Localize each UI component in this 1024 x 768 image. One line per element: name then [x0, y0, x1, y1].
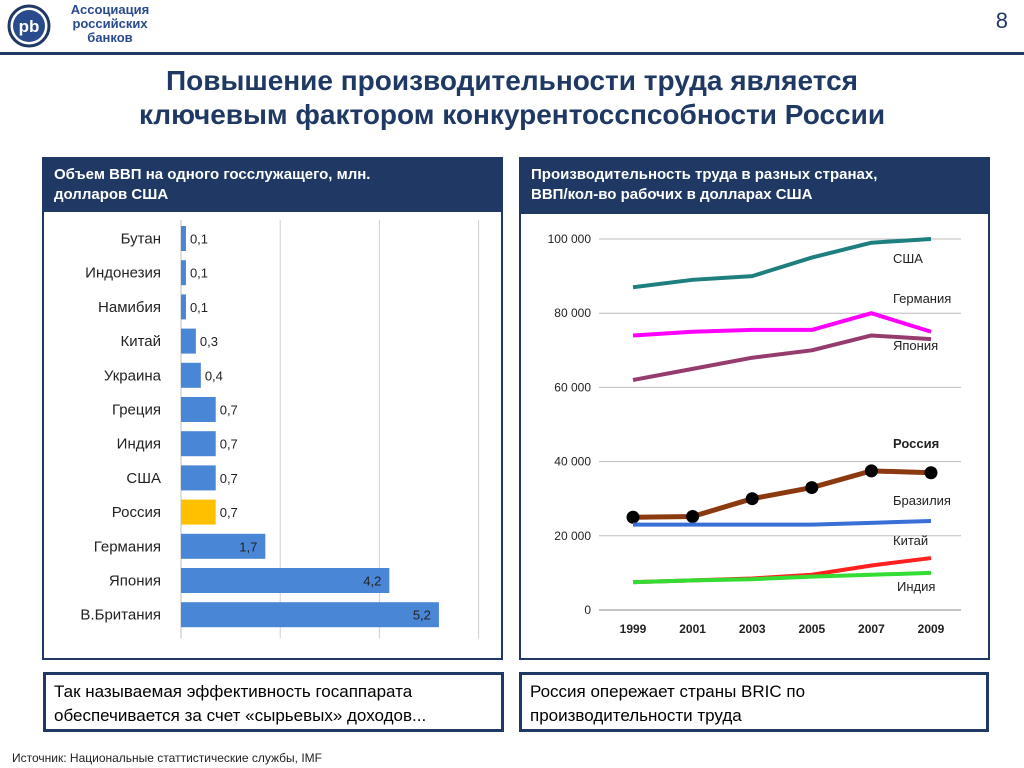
- category-label: Намибия: [98, 299, 161, 316]
- bar: [181, 328, 196, 354]
- data-point: [864, 464, 878, 478]
- bar: [181, 397, 216, 422]
- header-divider: [0, 52, 1024, 55]
- bar: [181, 499, 216, 525]
- value-label: 0,7: [220, 505, 238, 520]
- page-number: 8: [995, 8, 1008, 33]
- value-label: 0,1: [190, 300, 208, 315]
- y-tick-label: 100 000: [548, 232, 592, 246]
- panel-title-line: Производительность труда в разных страна…: [531, 166, 878, 183]
- value-label: 0,7: [220, 471, 238, 486]
- panel-header: Производительность труда в разных страна…: [521, 159, 988, 214]
- value-label: 0,1: [190, 232, 208, 247]
- slide-title: Повышение производительности труда являе…: [0, 64, 1024, 132]
- slide-title-line: Повышение производительности труда являе…: [166, 65, 858, 96]
- category-label: Индонезия: [85, 265, 161, 282]
- value-label: 0,7: [220, 403, 238, 418]
- data-point: [626, 510, 640, 524]
- category-label: Украина: [104, 367, 162, 384]
- category-label: Бутан: [121, 231, 161, 248]
- y-tick-label: 80 000: [554, 306, 591, 320]
- series-label: Германия: [893, 291, 951, 306]
- series-label: Япония: [893, 338, 938, 353]
- category-label: Индия: [117, 436, 161, 453]
- series-line: [632, 468, 932, 520]
- bar: [181, 431, 216, 457]
- bar: [181, 362, 201, 388]
- series-line: [632, 311, 932, 338]
- x-tick-label: 2009: [918, 622, 945, 636]
- bar: [181, 260, 186, 286]
- series-label: США: [893, 251, 923, 266]
- x-tick-label: 2003: [739, 622, 766, 636]
- bar: [181, 294, 186, 320]
- data-point: [686, 510, 700, 524]
- note-line: Россия опережает страны BRIC по: [530, 682, 806, 701]
- category-label: Китай: [120, 333, 161, 350]
- x-tick-label: 1999: [620, 622, 647, 636]
- note-line: обеспечивается за счет «сырьевых» доходо…: [54, 706, 427, 725]
- logo-text: Ассоциация российских банков: [60, 3, 160, 45]
- category-label: США: [126, 470, 161, 487]
- series-line: [632, 333, 932, 382]
- y-tick-label: 0: [584, 603, 591, 617]
- value-label: 0,3: [200, 334, 218, 349]
- logo-line: Ассоциация: [70, 2, 150, 17]
- value-label: 0,4: [205, 368, 223, 383]
- gdp-per-official-panel: Объем ВВП на одного госслужащего, млн. д…: [42, 157, 503, 660]
- y-tick-label: 40 000: [554, 455, 591, 469]
- series-line: [632, 570, 932, 585]
- series-line: [633, 518, 932, 527]
- category-label: Япония: [109, 573, 161, 590]
- series-line: [632, 237, 932, 290]
- value-label: 4,2: [363, 574, 381, 589]
- right-note: Россия опережает страны BRIC по производ…: [519, 672, 989, 732]
- category-label: Греция: [112, 402, 161, 419]
- data-point: [805, 481, 819, 495]
- value-label: 1,7: [239, 539, 257, 554]
- series-label: Китай: [893, 533, 928, 548]
- bar: [181, 226, 186, 251]
- value-label: 0,1: [190, 266, 208, 281]
- logo-monogram: pb: [19, 17, 40, 36]
- category-label: Россия: [112, 504, 161, 521]
- value-label: 0,7: [220, 437, 238, 452]
- value-label: 5,2: [413, 608, 431, 623]
- panel-header: Объем ВВП на одного госслужащего, млн. д…: [44, 159, 501, 212]
- y-tick-label: 20 000: [554, 529, 591, 543]
- labor-productivity-panel: Производительность труда в разных страна…: [519, 157, 990, 660]
- panel-title-line: долларов США: [54, 186, 169, 203]
- x-tick-label: 2007: [858, 622, 885, 636]
- logo-line: банков: [87, 30, 133, 45]
- data-point: [924, 466, 938, 480]
- bar: [181, 533, 266, 559]
- note-line: Так называемая эффективность госаппарата: [54, 682, 413, 701]
- data-point: [745, 492, 759, 506]
- category-label: В.Британия: [80, 607, 161, 624]
- panel-title-line: ВВП/кол-во рабочих в долларах США: [531, 186, 813, 203]
- y-tick-label: 60 000: [554, 380, 591, 394]
- series-label: Россия: [893, 436, 939, 451]
- category-label: Германия: [94, 538, 161, 555]
- logo-icon: pb: [7, 4, 51, 48]
- slide-title-line: ключевым фактором конкурентосспсобности …: [138, 99, 886, 130]
- logo-line: российских: [72, 16, 148, 31]
- line-chart: 0 20 000 40 000 60 000 80 000 100 000 1999 2001…: [548, 232, 961, 636]
- left-note: Так называемая эффективность госаппарата…: [43, 672, 504, 732]
- series-label: Индия: [897, 579, 935, 594]
- bar: [181, 602, 439, 628]
- x-tick-label: 2005: [798, 622, 825, 636]
- x-tick-label: 2001: [679, 622, 706, 636]
- source-note: Источник: Национальные статтистические с…: [12, 751, 322, 765]
- panel-title-line: Объем ВВП на одного госслужащего, млн.: [54, 166, 371, 183]
- bar-chart: Бутан 0,1 Индонезия 0,1 Намибия 0,1 Китай 0,3 Ук…: [80, 220, 480, 639]
- note-line: производительности труда: [530, 706, 742, 725]
- bar: [181, 568, 390, 593]
- series-label: Бразилия: [893, 493, 951, 508]
- bar: [181, 465, 216, 491]
